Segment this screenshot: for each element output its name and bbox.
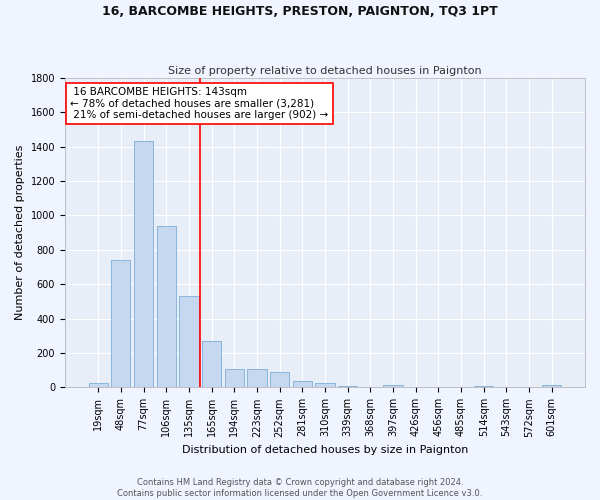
Bar — [111, 260, 130, 388]
Title: Size of property relative to detached houses in Paignton: Size of property relative to detached ho… — [168, 66, 482, 76]
Text: 16 BARCOMBE HEIGHTS: 143sqm
← 78% of detached houses are smaller (3,281)
 21% of: 16 BARCOMBE HEIGHTS: 143sqm ← 78% of det… — [70, 87, 328, 120]
Bar — [89, 383, 108, 388]
Bar — [474, 386, 493, 388]
Bar — [224, 368, 244, 388]
Bar — [428, 386, 448, 388]
Bar — [202, 341, 221, 388]
Bar — [316, 383, 335, 388]
Bar — [293, 380, 312, 388]
Bar — [270, 372, 289, 388]
Y-axis label: Number of detached properties: Number of detached properties — [15, 145, 25, 320]
Bar — [338, 386, 357, 388]
Text: 16, BARCOMBE HEIGHTS, PRESTON, PAIGNTON, TQ3 1PT: 16, BARCOMBE HEIGHTS, PRESTON, PAIGNTON,… — [102, 5, 498, 18]
Bar — [247, 368, 266, 388]
X-axis label: Distribution of detached houses by size in Paignton: Distribution of detached houses by size … — [182, 445, 468, 455]
Bar — [157, 226, 176, 388]
Bar — [134, 142, 153, 388]
Bar — [542, 385, 562, 388]
Bar — [179, 296, 199, 388]
Text: Contains HM Land Registry data © Crown copyright and database right 2024.
Contai: Contains HM Land Registry data © Crown c… — [118, 478, 482, 498]
Bar — [383, 385, 403, 388]
